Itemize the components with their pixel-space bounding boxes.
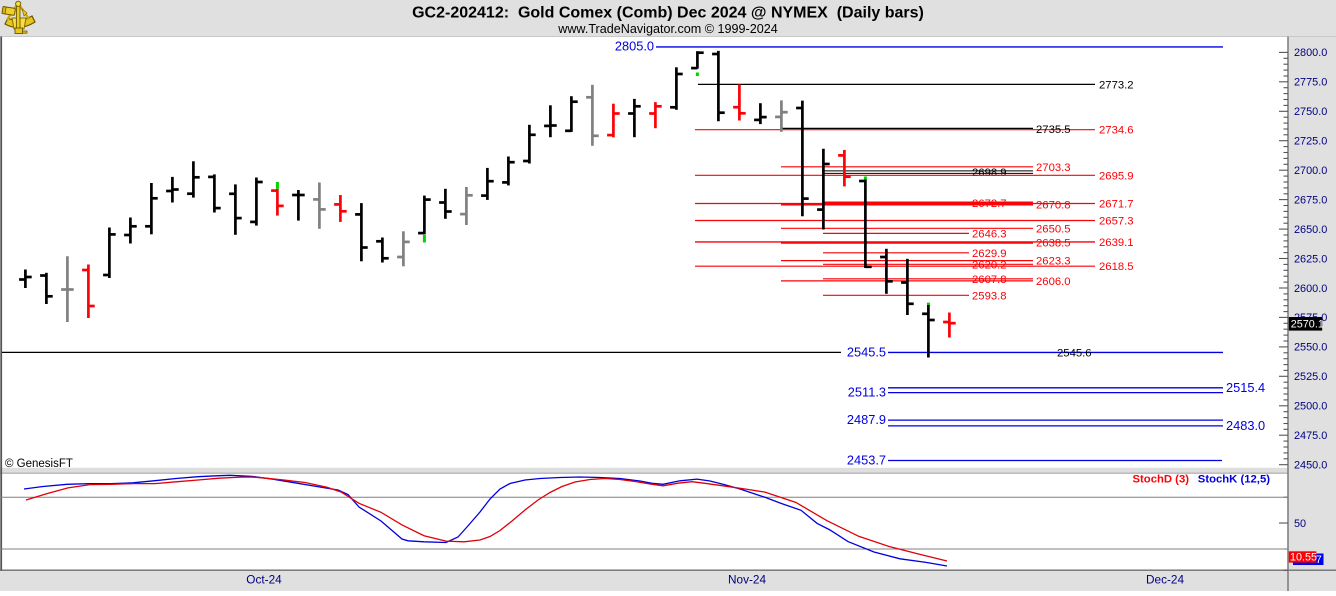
svg-text:2607.8: 2607.8 (972, 274, 1007, 286)
svg-text:www.TradeNavigator.com © 1999-: www.TradeNavigator.com © 1999-2024 (557, 22, 778, 36)
svg-text:2773.2: 2773.2 (1099, 79, 1134, 91)
svg-text:2618.5: 2618.5 (1099, 261, 1134, 273)
svg-text:© GenesisFT: © GenesisFT (5, 458, 73, 470)
svg-text:2620.2: 2620.2 (972, 259, 1007, 271)
svg-text:2623.3: 2623.3 (1036, 256, 1071, 268)
svg-text:2725.0: 2725.0 (1294, 136, 1327, 148)
svg-text:2639.1: 2639.1 (1099, 237, 1134, 249)
svg-text:2606.0: 2606.0 (1036, 276, 1071, 288)
svg-text:2650.5: 2650.5 (1036, 223, 1071, 235)
svg-text:2600.0: 2600.0 (1294, 283, 1327, 295)
svg-text:2646.3: 2646.3 (972, 228, 1007, 240)
svg-text:2550.0: 2550.0 (1294, 342, 1327, 354)
svg-text:2638.5: 2638.5 (1036, 238, 1071, 250)
svg-text:2675.0: 2675.0 (1294, 194, 1327, 206)
svg-text:2450.0: 2450.0 (1294, 460, 1327, 472)
svg-text:2629.9: 2629.9 (972, 248, 1007, 260)
svg-text:Oct-24: Oct-24 (246, 573, 282, 587)
svg-text:10.55: 10.55 (1290, 551, 1317, 563)
svg-text:StochD (3): StochD (3) (1133, 474, 1190, 486)
svg-text:2670.8: 2670.8 (1036, 200, 1071, 212)
svg-text:50: 50 (1294, 518, 1306, 530)
svg-text:StochK (12,5): StochK (12,5) (1198, 474, 1270, 486)
svg-text:2650.0: 2650.0 (1294, 224, 1327, 236)
svg-text:2735.5: 2735.5 (1036, 124, 1071, 136)
svg-text:2570.1: 2570.1 (1291, 319, 1324, 331)
svg-text:Dec-24: Dec-24 (1146, 573, 1184, 587)
svg-text:2775.0: 2775.0 (1294, 77, 1327, 89)
svg-text:2475.0: 2475.0 (1294, 430, 1327, 442)
svg-text:2487.9: 2487.9 (847, 412, 886, 427)
svg-text:2671.7: 2671.7 (1099, 199, 1134, 211)
svg-text:2545.5: 2545.5 (847, 344, 886, 359)
svg-text:2500.0: 2500.0 (1294, 401, 1327, 413)
svg-text:2700.0: 2700.0 (1294, 165, 1327, 177)
svg-text:2525.0: 2525.0 (1294, 371, 1327, 383)
svg-text:2511.3: 2511.3 (848, 385, 886, 400)
svg-text:2698.9: 2698.9 (972, 167, 1007, 179)
svg-text:2515.4: 2515.4 (1226, 380, 1265, 395)
svg-text:2625.0: 2625.0 (1294, 253, 1327, 265)
svg-text:2695.9: 2695.9 (1099, 170, 1134, 182)
svg-text:Nov-24: Nov-24 (728, 573, 766, 587)
svg-text:GC2-202412: Gold Comex (Comb): GC2-202412: Gold Comex (Comb) Dec 2024 @… (412, 5, 924, 22)
svg-text:2800.0: 2800.0 (1294, 47, 1327, 59)
svg-text:2657.3: 2657.3 (1099, 216, 1134, 228)
svg-text:2750.0: 2750.0 (1294, 106, 1327, 118)
svg-text:2483.0: 2483.0 (1226, 418, 1265, 433)
svg-text:2545.6: 2545.6 (1057, 347, 1092, 359)
svg-text:2593.8: 2593.8 (972, 290, 1007, 302)
svg-text:2453.7: 2453.7 (847, 453, 886, 468)
svg-text:2805.0: 2805.0 (615, 39, 654, 54)
svg-text:2734.6: 2734.6 (1099, 125, 1134, 137)
svg-text:2703.3: 2703.3 (1036, 162, 1071, 174)
svg-text:2672.7: 2672.7 (972, 198, 1007, 210)
svg-text:7: 7 (1316, 554, 1322, 566)
